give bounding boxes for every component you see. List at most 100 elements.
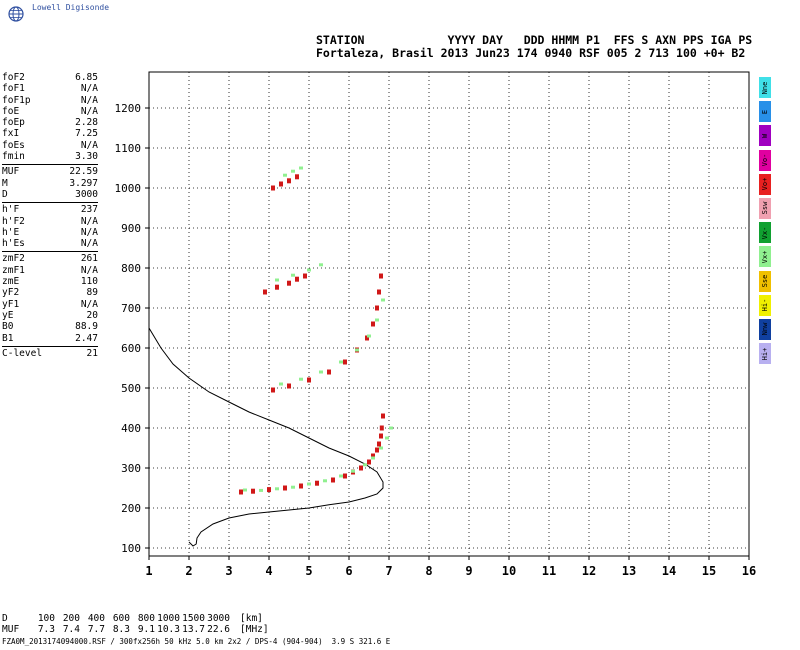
trace-point-o-mode [379,433,383,439]
x-tick-label: 10 [502,564,516,578]
y-tick-label: 100 [121,542,141,555]
trace-point-o-mode [275,284,279,290]
x-tick-label: 4 [265,564,272,578]
legend-label: Vx- [761,226,769,239]
param-value: 21 [86,347,98,359]
y-tick-label: 1200 [115,102,142,115]
param-name: foEs [2,139,25,151]
param-name: foE [2,105,20,117]
param-row: M 3.297 [2,178,98,189]
param-name: M [2,177,8,189]
distance-unit: [km] [240,613,263,624]
param-value: 2.47 [75,332,98,344]
trace-point-o-mode [295,174,299,180]
param-name: h'F2 [2,215,25,227]
muf-value: 7.4 [62,624,80,635]
param-value: N/A [80,264,98,276]
trace-point-x-mode [319,370,323,374]
trace-point-x-mode [279,382,283,386]
y-tick-label: 300 [121,462,141,475]
muf-value: 13.7 [182,624,205,635]
param-row: h'F2 N/A [2,216,98,227]
param-row: foF2 6.85 [2,72,98,83]
param-row: h'E N/A [2,227,98,238]
trace-point-o-mode [379,273,383,279]
param-name: B0 [2,321,14,333]
trace-point-o-mode [375,447,379,453]
param-value: N/A [80,298,98,310]
trace-point-x-mode [319,263,323,267]
param-value: 7.25 [75,128,98,140]
param-row: D 3000 [2,189,98,200]
trace-point-x-mode [291,169,295,173]
legend-label: Hi+ [761,347,769,360]
legend-item: Hi- [759,294,771,316]
trace-point-x-mode [275,278,279,282]
param-name: yF1 [2,298,20,310]
param-name: foF2 [2,72,25,83]
legend-item: W [759,125,771,147]
muf-value: 7.7 [87,624,105,635]
param-name: C-level [2,347,43,359]
legend-label: Sse [761,274,769,288]
muf-row: MUF 7.3 7.4 7.7 8.3 9.1 10.3 13.7 22.6 [MHz] [2,624,280,635]
trace-point-x-mode [339,360,343,364]
param-name: fmin [2,151,25,163]
trace-point-o-mode [371,453,375,459]
trace-point-o-mode [271,387,275,393]
param-row: yF2 89 [2,287,98,298]
legend-item: Vo+ [759,173,771,195]
header-labels: STATION YYYY DAY DDD HHMM P1 FFS S AXN P… [316,33,753,47]
legend-label: Vo+ [761,177,769,191]
muf-value: 10.3 [157,624,180,635]
param-row: h'Es N/A [2,238,98,249]
x-tick-label: 9 [465,564,472,578]
param-value: 6.85 [75,72,98,83]
trace-point-o-mode [299,483,303,489]
muf-table: D 100 200 400 600 800 1000 1500 3000 [km] MUF 7.… [2,613,280,635]
legend-label: E [761,109,769,114]
legend-item: E [759,101,771,123]
trace-point-x-mode [299,166,303,170]
muf-label: MUF [2,624,20,635]
trace-point-o-mode [377,289,381,295]
trace-point-o-mode [371,321,375,327]
x-tick-label: 2 [185,564,192,578]
trace-point-x-mode [363,463,367,467]
trace-point-o-mode [279,181,283,187]
trace-point-o-mode [365,335,369,341]
param-separator [2,251,98,253]
distance-label: D [2,613,8,624]
param-value: 88.9 [75,321,98,333]
param-value: N/A [80,83,98,95]
trace-point-o-mode [375,305,379,311]
param-row: B0 88.9 [2,321,98,332]
param-name: MUF [2,166,20,178]
distance-value: 3000 [207,613,230,624]
trace-point-o-mode [331,477,335,483]
logo-text: Lowell Digisonde [32,3,110,12]
param-value: 261 [80,253,98,265]
trace-point-x-mode [375,318,379,322]
param-value: N/A [80,215,98,227]
param-separator [2,202,98,204]
param-value: 22.59 [69,166,98,178]
y-tick-label: 500 [121,382,141,395]
param-separator [2,164,98,166]
param-row: fxI 7.25 [2,128,98,139]
trace-point-x-mode [385,436,389,440]
param-row: C-level 21 [2,348,98,359]
muf-value: 8.3 [112,624,130,635]
x-tick-label: 6 [345,564,352,578]
trace-point-o-mode [295,276,299,282]
x-tick-label: 14 [662,564,676,578]
param-name: foF1p [2,94,31,106]
distance-value: 200 [62,613,80,624]
param-value: N/A [80,238,98,250]
trace-point-o-mode [381,413,385,419]
param-value: 237 [80,204,98,216]
trace-point-x-mode [291,273,295,277]
param-separator [2,345,98,347]
trace-point-x-mode [307,268,311,272]
